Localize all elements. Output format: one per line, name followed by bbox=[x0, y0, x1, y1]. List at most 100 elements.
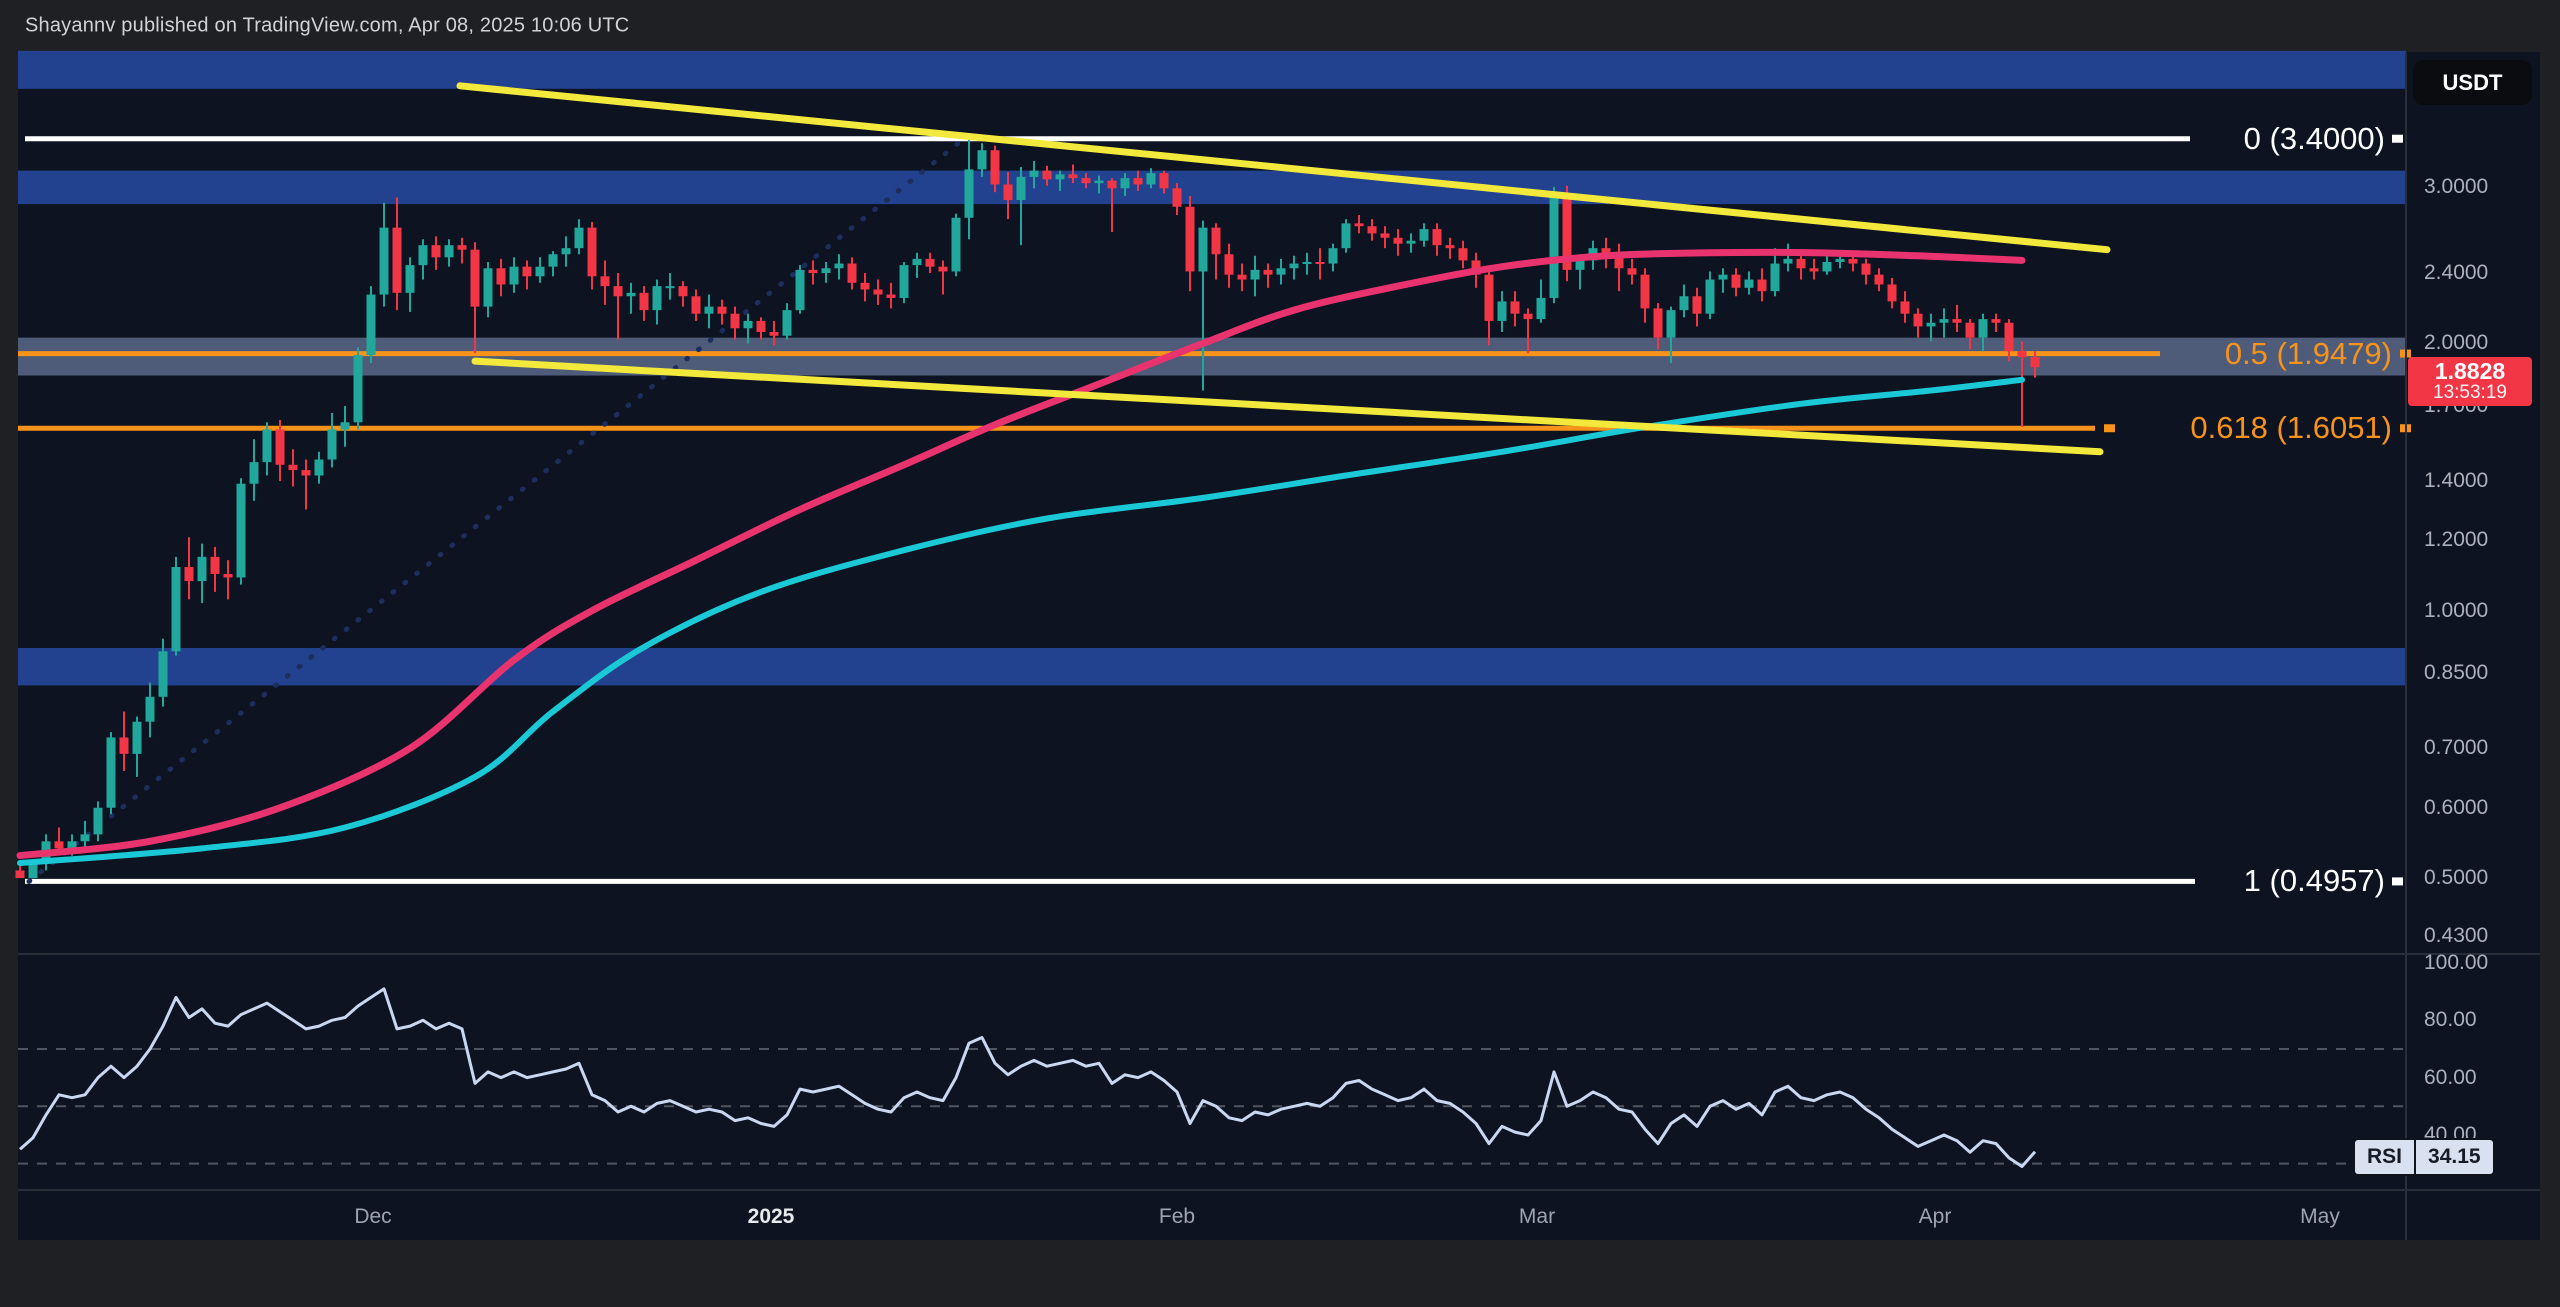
candle-body bbox=[613, 286, 623, 297]
candle-body bbox=[1276, 268, 1286, 275]
candle-body bbox=[80, 834, 90, 842]
candle-body bbox=[535, 266, 545, 277]
candle-body bbox=[2017, 351, 2027, 358]
candle-body bbox=[15, 870, 25, 879]
candle-body bbox=[340, 422, 350, 430]
candle-body bbox=[769, 331, 779, 336]
candle-body bbox=[2030, 357, 2040, 368]
candle-body bbox=[1198, 227, 1208, 272]
fib-connector-dotted bbox=[26, 136, 967, 884]
candle-body bbox=[1666, 310, 1676, 338]
candle-body bbox=[483, 268, 493, 307]
candle-body bbox=[1354, 223, 1364, 227]
time-axis[interactable] bbox=[18, 1192, 2406, 1240]
fib-handle[interactable] bbox=[2104, 424, 2115, 433]
candle-body bbox=[28, 862, 38, 879]
candle-body bbox=[1809, 268, 1819, 272]
fib-handle[interactable] bbox=[2392, 134, 2403, 143]
candle-body bbox=[405, 265, 415, 293]
fib-handle[interactable] bbox=[2392, 877, 2403, 886]
candle-body bbox=[1679, 296, 1689, 311]
candle-body bbox=[899, 265, 909, 298]
candle-body bbox=[1640, 274, 1650, 309]
candle-body bbox=[1692, 296, 1702, 314]
candle-body bbox=[990, 150, 1000, 185]
footer-bar: TradingView bbox=[0, 1240, 2560, 1307]
candle-body bbox=[1107, 180, 1117, 189]
candle-body bbox=[938, 266, 948, 272]
candle-body bbox=[1848, 258, 1858, 264]
candle-body bbox=[1718, 274, 1728, 280]
candle-body bbox=[470, 249, 480, 307]
candle-body bbox=[691, 296, 701, 314]
candle-body bbox=[1328, 248, 1338, 264]
candle-body bbox=[1185, 206, 1195, 272]
price-scale[interactable] bbox=[2406, 52, 2540, 952]
candle-body bbox=[1055, 174, 1065, 180]
candle-body bbox=[1874, 274, 1884, 285]
candle-body bbox=[574, 227, 584, 249]
candle-body bbox=[67, 841, 77, 849]
rsi-indicator-badge[interactable]: RSI 34.15 bbox=[2353, 1138, 2495, 1176]
candle-body bbox=[522, 266, 532, 277]
candle-body bbox=[366, 294, 376, 356]
candle-body bbox=[1978, 319, 1988, 338]
supply-demand-zone-blue bbox=[18, 50, 2406, 89]
candle-body bbox=[1432, 229, 1442, 246]
candle-body bbox=[1939, 319, 1949, 323]
candle-body bbox=[1250, 269, 1260, 280]
candle-body bbox=[1406, 240, 1416, 244]
candle-body bbox=[210, 556, 220, 574]
candle-body bbox=[119, 737, 129, 754]
trendline-descending-resistance[interactable] bbox=[456, 82, 2111, 254]
candle-body bbox=[964, 169, 974, 218]
candle-body bbox=[600, 276, 610, 287]
candle-body bbox=[1159, 173, 1169, 189]
candle-body bbox=[1289, 263, 1299, 269]
candle-body bbox=[1042, 170, 1052, 180]
candle-body bbox=[171, 567, 181, 652]
candle-body bbox=[1835, 258, 1845, 262]
candle-body bbox=[1341, 223, 1351, 249]
candle-body bbox=[301, 470, 311, 476]
candle-body bbox=[1926, 322, 1936, 327]
candle-body bbox=[184, 567, 194, 582]
candle-body bbox=[431, 245, 441, 258]
candle-body bbox=[197, 556, 207, 582]
ma-fast-pink bbox=[16, 248, 2026, 860]
attribution-text: Shayannv published on TradingView.com, A… bbox=[25, 14, 630, 37]
candle-body bbox=[1029, 170, 1039, 177]
candle-body bbox=[847, 263, 857, 283]
candle-body bbox=[1913, 313, 1923, 327]
usdt-badge[interactable]: USDT bbox=[2413, 60, 2532, 105]
candle-body bbox=[93, 807, 103, 835]
candle-body bbox=[457, 245, 467, 250]
candle-body bbox=[54, 841, 64, 849]
candle-body bbox=[665, 286, 675, 289]
candle-body bbox=[1952, 319, 1962, 323]
candle-body bbox=[1653, 308, 1663, 338]
candle-body bbox=[951, 217, 961, 272]
candle-body bbox=[1367, 226, 1377, 234]
candle-body bbox=[1614, 255, 1624, 269]
candle-body bbox=[1796, 258, 1806, 269]
candle-body bbox=[704, 306, 714, 314]
candle-body bbox=[639, 292, 649, 311]
candle-body bbox=[249, 462, 259, 484]
candle-body bbox=[717, 306, 727, 314]
candle-body bbox=[834, 263, 844, 269]
candle-body bbox=[1380, 233, 1390, 238]
candle-body bbox=[444, 245, 454, 258]
candle-body bbox=[1757, 279, 1767, 292]
candle-body bbox=[1562, 193, 1572, 270]
candle-body bbox=[821, 268, 831, 274]
candle-body bbox=[262, 429, 272, 463]
candle-body bbox=[1003, 184, 1013, 201]
trendline-descending-support[interactable] bbox=[471, 357, 2104, 456]
candle-body bbox=[288, 464, 298, 471]
candle-body bbox=[1770, 263, 1780, 292]
candle-body bbox=[756, 320, 766, 332]
candle-body bbox=[145, 696, 155, 722]
candle-body bbox=[977, 150, 987, 170]
